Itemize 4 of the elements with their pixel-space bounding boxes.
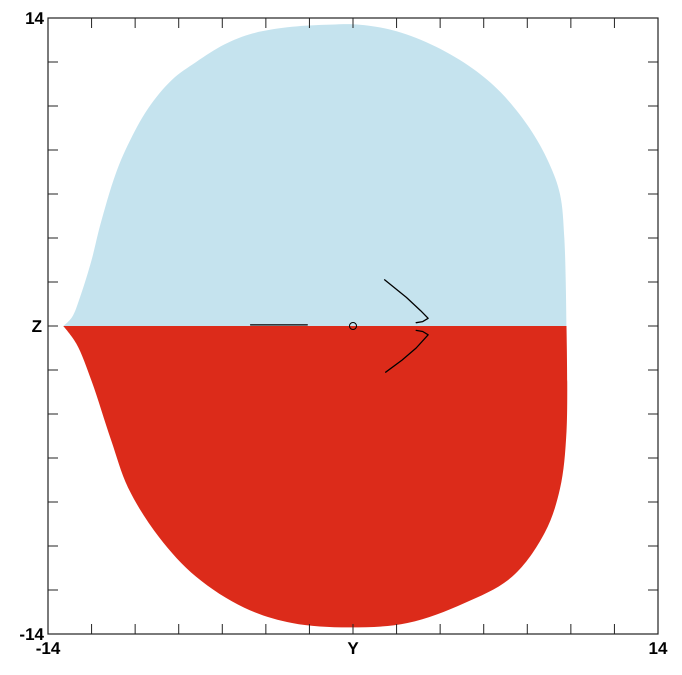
x-axis-title: Y bbox=[347, 639, 360, 658]
line-series bbox=[385, 330, 429, 373]
line-series bbox=[384, 279, 429, 324]
y-axis-title: Z bbox=[32, 316, 42, 336]
